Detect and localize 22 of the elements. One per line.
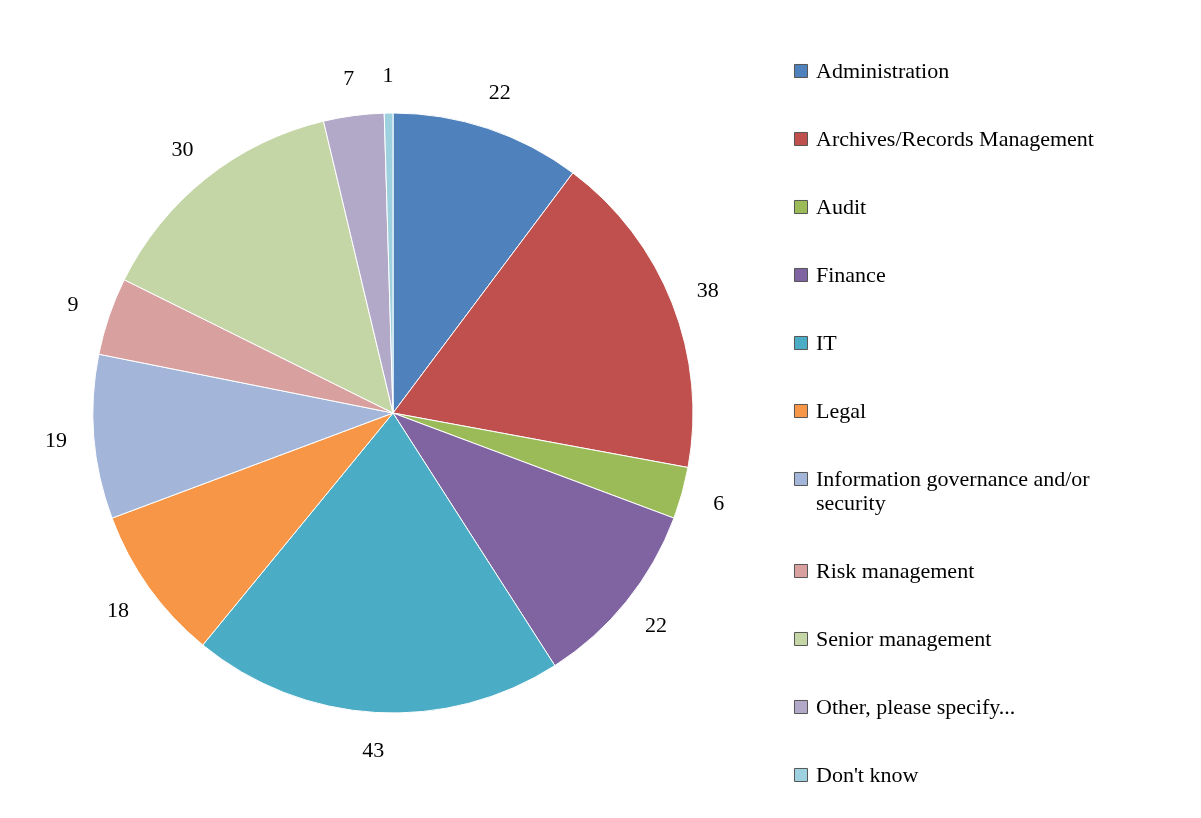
data-label: 43: [362, 737, 385, 763]
data-label: 22: [644, 612, 667, 638]
legend-label: Risk management: [816, 558, 975, 583]
data-label: 18: [107, 596, 130, 622]
legend-label: Information governance and/or security: [816, 466, 1091, 515]
legend-label: Legal: [816, 398, 867, 423]
data-label: 22: [488, 79, 511, 105]
data-label: 19: [45, 427, 68, 453]
legend-label: Archives/Records Management: [816, 126, 1094, 151]
legend-label: Senior management: [816, 626, 992, 651]
data-label: 7: [343, 64, 355, 90]
legend-label: Don't know: [816, 762, 919, 787]
data-label: 30: [171, 135, 194, 161]
data-label: 38: [696, 276, 719, 302]
data-label: 1: [382, 62, 394, 88]
data-label: 6: [713, 490, 725, 516]
data-label: 9: [67, 290, 79, 316]
legend-label: Other, please specify...: [816, 694, 1016, 719]
legend-label: Audit: [816, 194, 867, 219]
legend-label: Administration: [816, 58, 950, 83]
legend-label: Finance: [816, 262, 886, 287]
legend-label: IT: [816, 330, 838, 355]
